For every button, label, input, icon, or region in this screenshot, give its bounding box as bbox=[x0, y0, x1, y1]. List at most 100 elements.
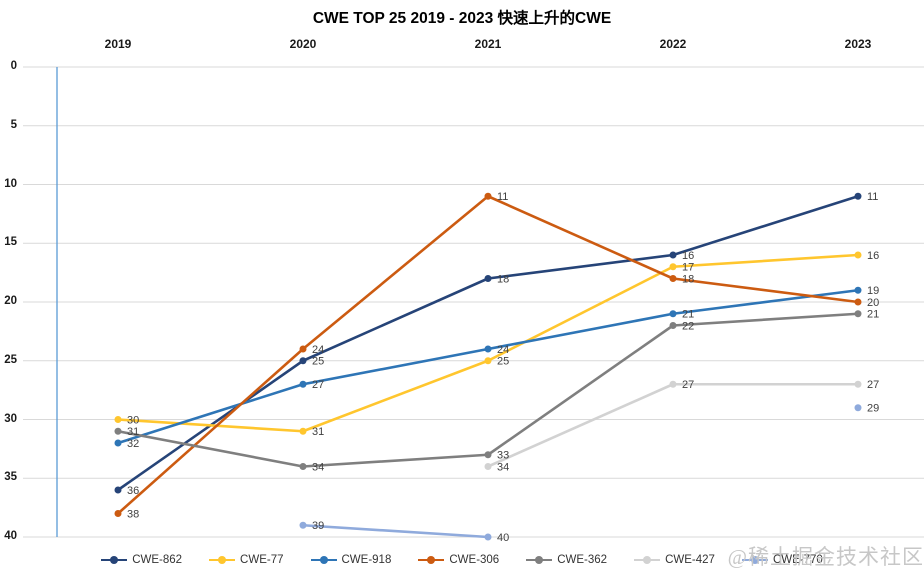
data-label-CWE-362: 33 bbox=[497, 450, 509, 462]
y-axis-label-10: 10 bbox=[4, 177, 17, 190]
data-point-CWE-77 bbox=[299, 427, 307, 435]
data-label-CWE-306: 24 bbox=[312, 344, 324, 356]
series-line-CWE-918 bbox=[116, 382, 305, 445]
data-point-CWE-362 bbox=[114, 427, 122, 435]
legend-dot-icon bbox=[218, 556, 227, 564]
legend: CWE-862 CWE-77 CWE-918 CWE-306 CWE-362 CWE-42… bbox=[0, 550, 924, 570]
data-point-CWE-362 bbox=[669, 322, 677, 329]
data-label-CWE-306: 20 bbox=[867, 297, 879, 309]
data-label-CWE-770: 39 bbox=[312, 520, 324, 532]
legend-label: CWE-362 bbox=[557, 554, 608, 566]
data-label-CWE-918: 27 bbox=[312, 379, 324, 391]
data-point-CWE-918 bbox=[484, 345, 492, 353]
data-point-CWE-862 bbox=[854, 192, 862, 200]
data-label-CWE-862: 25 bbox=[312, 356, 324, 368]
data-point-CWE-306 bbox=[669, 275, 677, 282]
series-line-CWE-362 bbox=[301, 453, 490, 468]
series-line-CWE-306 bbox=[671, 277, 860, 304]
series-line-CWE-77 bbox=[301, 359, 490, 433]
data-point-CWE-862 bbox=[669, 251, 677, 259]
legend-label: CWE-306 bbox=[449, 554, 500, 566]
y-axis-label-30: 30 bbox=[4, 412, 17, 425]
series-line-CWE-362 bbox=[116, 429, 305, 468]
legend-dot-icon bbox=[427, 556, 436, 564]
legend-item-CWE-862: CWE-862 bbox=[101, 554, 182, 566]
series-line-CWE-362 bbox=[486, 324, 675, 457]
data-label-CWE-77: 25 bbox=[497, 356, 509, 368]
data-point-CWE-77 bbox=[669, 263, 677, 271]
data-point-CWE-918 bbox=[854, 286, 862, 294]
x-axis-label-2020: 2020 bbox=[289, 37, 317, 51]
data-point-CWE-362 bbox=[854, 310, 862, 318]
x-axis-label-2019: 2019 bbox=[104, 37, 132, 51]
data-point-CWE-306 bbox=[114, 510, 122, 517]
y-axis-label-40: 40 bbox=[4, 530, 17, 542]
data-label-CWE-362: 34 bbox=[312, 461, 324, 473]
data-point-CWE-427 bbox=[484, 463, 492, 470]
series-line-CWE-918 bbox=[486, 312, 675, 351]
y-axis-label-20: 20 bbox=[4, 295, 17, 307]
legend-label: CWE-770 bbox=[772, 554, 823, 566]
data-label-CWE-862: 18 bbox=[497, 273, 509, 285]
series-line-CWE-918 bbox=[301, 347, 490, 386]
series-line-CWE-306 bbox=[116, 347, 305, 515]
series-line-CWE-77 bbox=[671, 253, 860, 269]
series-line-CWE-306 bbox=[486, 194, 675, 280]
data-label-CWE-427: 27 bbox=[867, 379, 879, 391]
data-label-CWE-862: 11 bbox=[867, 191, 878, 203]
data-label-CWE-362: 31 bbox=[127, 426, 139, 438]
legend-item-CWE-427: CWE-427 bbox=[634, 554, 715, 566]
series-line-CWE-427 bbox=[486, 382, 675, 468]
legend-line-marker-icon bbox=[526, 556, 553, 564]
data-point-CWE-770 bbox=[299, 521, 307, 529]
legend-dot-icon bbox=[643, 556, 652, 564]
data-point-CWE-77 bbox=[854, 251, 862, 259]
y-axis-label-0: 0 bbox=[10, 60, 17, 72]
legend-item-CWE-770: CWE-770 bbox=[741, 554, 823, 566]
data-point-CWE-362 bbox=[484, 451, 492, 459]
series-line-CWE-306 bbox=[301, 194, 490, 351]
watermark: @稀土掘金技术社区 bbox=[727, 545, 924, 569]
data-label-CWE-306: 38 bbox=[127, 508, 139, 520]
data-point-CWE-862 bbox=[114, 486, 122, 494]
data-point-CWE-306 bbox=[299, 345, 307, 353]
legend-item-CWE-918: CWE-918 bbox=[310, 554, 392, 566]
series-line-CWE-362 bbox=[671, 312, 860, 327]
data-label-CWE-362: 22 bbox=[682, 320, 694, 332]
data-label-CWE-770: 40 bbox=[497, 532, 509, 544]
legend-label: CWE-862 bbox=[132, 554, 183, 566]
series-line-CWE-862 bbox=[301, 277, 490, 363]
data-label-CWE-77: 17 bbox=[682, 262, 694, 274]
legend-label: CWE-427 bbox=[665, 554, 715, 566]
data-point-CWE-918 bbox=[299, 380, 307, 388]
series-line-CWE-918 bbox=[671, 288, 860, 316]
legend-line-marker-icon bbox=[310, 556, 337, 564]
legend-dot-icon bbox=[110, 556, 119, 564]
series-line-CWE-77 bbox=[116, 418, 305, 433]
chart-title: CWE TOP 25 2019 - 2023 快速上升的CWE bbox=[312, 10, 612, 27]
data-label-CWE-770: 29 bbox=[867, 403, 879, 415]
legend-label: CWE-918 bbox=[341, 554, 392, 566]
data-point-CWE-770 bbox=[484, 533, 492, 541]
data-label-CWE-918: 24 bbox=[497, 344, 509, 356]
data-point-CWE-427 bbox=[669, 380, 677, 388]
data-point-CWE-918 bbox=[114, 439, 122, 447]
data-label-CWE-306: 11 bbox=[497, 191, 508, 203]
legend-line-marker-icon bbox=[101, 556, 128, 564]
data-label-CWE-918: 19 bbox=[867, 285, 879, 297]
data-point-CWE-306 bbox=[484, 192, 492, 200]
data-label-CWE-427: 34 bbox=[497, 461, 509, 473]
x-axis-label-2022: 2022 bbox=[659, 37, 687, 51]
legend-label: CWE-77 bbox=[240, 554, 284, 566]
data-point-CWE-862 bbox=[299, 357, 307, 365]
series-line-CWE-770 bbox=[301, 523, 490, 539]
legend-dot-icon bbox=[750, 556, 759, 564]
series-line-CWE-862 bbox=[671, 194, 860, 257]
legend-line-marker-icon bbox=[634, 556, 661, 564]
data-point-CWE-862 bbox=[484, 275, 492, 282]
data-point-CWE-770 bbox=[854, 404, 862, 412]
data-point-CWE-918 bbox=[669, 310, 677, 318]
legend-line-marker-icon bbox=[741, 556, 768, 564]
data-label-CWE-862: 36 bbox=[127, 485, 139, 497]
